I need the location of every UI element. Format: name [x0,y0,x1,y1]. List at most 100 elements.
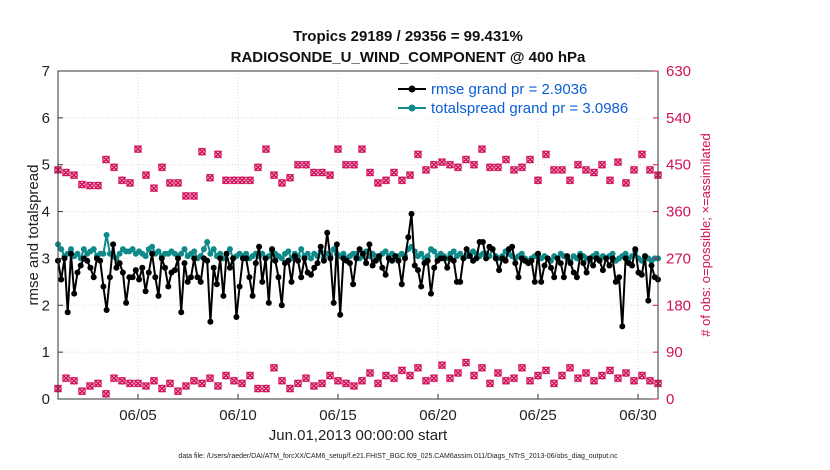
obs-possible-marker [142,171,150,180]
obs-assimilated-marker [525,155,535,164]
data-point [463,246,470,253]
obs-assimilated-marker [269,363,279,372]
x-tick-label: 06/05 [119,407,157,424]
data-point [609,255,616,262]
data-point [428,290,434,297]
legend-label-rmse: rmse grand pr = 2.9036 [431,81,587,98]
obs-possible-marker [318,379,326,388]
obs-possible-marker [406,371,414,380]
legend-box [395,78,653,118]
obs-possible-marker [246,371,254,380]
obs-assimilated-marker [341,160,351,169]
data-point [298,274,305,281]
obs-assimilated-marker [317,168,327,177]
data-point [129,274,136,281]
data-point [74,250,81,257]
obs-possible-marker [174,179,182,187]
data-point [638,271,645,278]
obs-possible-marker [598,160,606,169]
obs-assimilated-marker [621,368,631,378]
data-point [330,246,337,253]
data-point [405,234,412,241]
obs-possible-marker [150,376,158,385]
obs-assimilated-marker [549,165,559,174]
data-point [291,253,298,260]
data-point [356,246,363,253]
obs-assimilated-marker [93,379,103,388]
data-point [538,278,545,285]
obs-assimilated-marker [77,387,87,396]
obs-assimilated-marker [149,376,159,385]
data-point [301,255,308,262]
left-tick-label: 4 [42,204,50,221]
obs-assimilated-marker [565,363,575,372]
obs-possible-marker [230,376,238,385]
obs-assimilated-marker [285,384,295,393]
plot-area [58,71,658,399]
obs-possible-marker [534,176,542,185]
obs-possible-marker [558,166,566,174]
obs-assimilated-marker [429,160,439,169]
obs-assimilated-marker [229,176,239,185]
data-point [210,246,217,253]
data-point [243,250,250,257]
obs-assimilated-marker [85,381,95,391]
obs-assimilated-marker [317,379,327,388]
obs-possible-marker [270,363,278,372]
data-point [246,274,253,281]
grid [58,71,658,399]
obs-assimilated-marker [269,171,279,180]
obs-assimilated-marker [117,176,127,185]
data-point [450,248,457,255]
obs-possible-marker [318,168,326,177]
obs-assimilated-marker [293,379,303,388]
left-tick-label: 2 [42,297,50,314]
data-point [269,246,276,253]
data-point [376,253,383,260]
obs-assimilated-marker [189,191,199,201]
obs-possible-marker [502,155,510,164]
data-point [483,255,490,262]
obs-possible-marker [326,171,334,180]
obs-assimilated-marker [149,184,159,193]
x-tick-label: 06/20 [419,407,457,424]
obs-assimilated-marker [469,160,479,169]
obs-possible-marker [238,379,246,388]
x-axis-label: Jun.01,2013 00:00:00 start [269,427,448,444]
data-point [71,290,78,297]
obs-assimilated-marker [461,155,471,164]
data-point [61,255,68,262]
data-point [515,274,522,281]
obs-possible-marker [134,145,142,153]
data-point [411,262,418,269]
data-point [243,255,250,262]
obs-assimilated-marker [309,168,319,177]
data-point [308,271,314,278]
obs-assimilated-marker [397,176,407,185]
obs-assimilated-marker [405,371,415,380]
obs-possible-marker [542,150,550,159]
left-tick-label: 6 [42,110,50,127]
data-point [217,255,224,262]
data-point [100,283,107,290]
data-point [369,262,376,269]
obs-assimilated-marker [109,163,119,172]
obs-assimilated-marker [621,178,631,188]
obs-possible-marker [518,363,526,372]
data-point [466,253,473,260]
obs-assimilated-marker [85,181,95,190]
data-point [382,271,389,278]
data-point [285,257,292,264]
data-point [207,318,214,325]
obs-assimilated-marker [277,376,287,385]
obs-assimilated-marker [389,374,399,383]
chart-title-line1: Tropics 29189 / 29356 = 99.431% [293,28,523,45]
obs-assimilated-marker [541,150,551,159]
obs-assimilated-marker [141,381,151,391]
obs-assimilated-marker [253,384,263,393]
obs-assimilated-marker [261,384,271,393]
y-axis-label-left: rmse and totalspread [25,165,42,306]
data-point [632,246,639,253]
obs-possible-marker [502,376,510,385]
obs-assimilated-marker [469,371,479,380]
